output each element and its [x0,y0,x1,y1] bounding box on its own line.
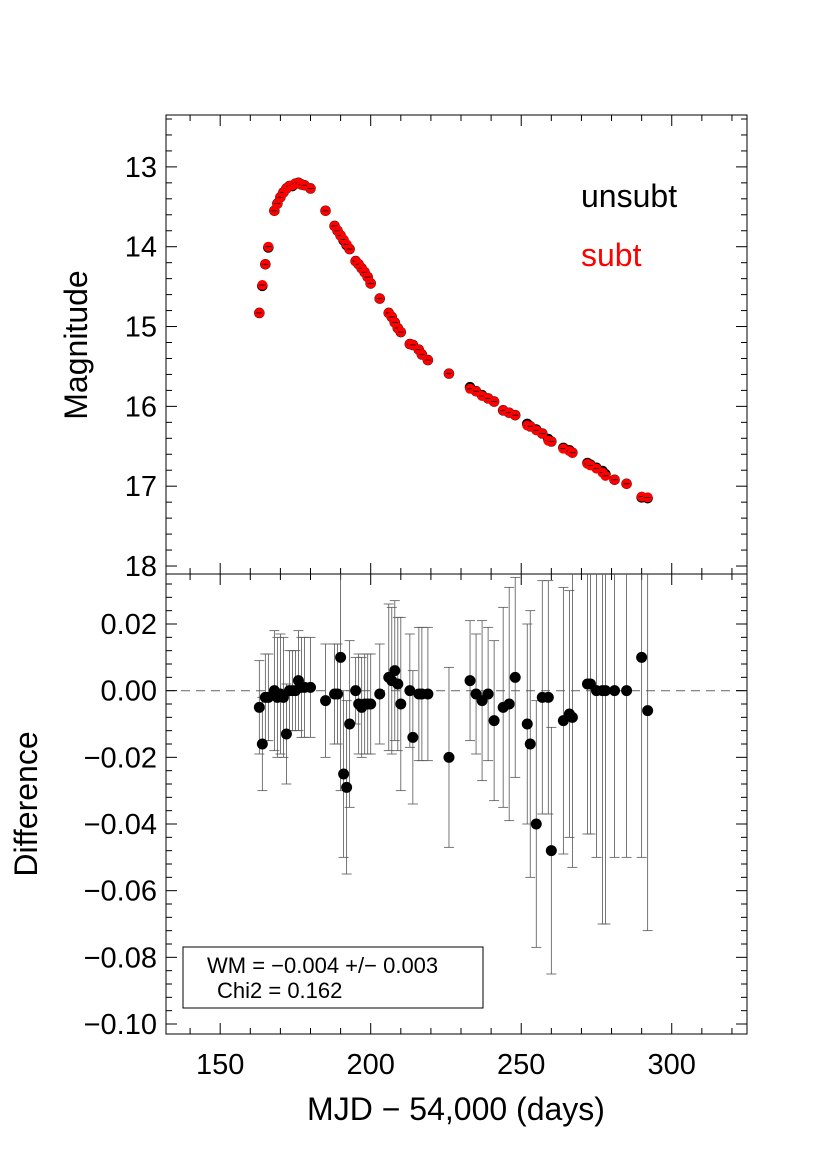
difference-point [566,711,578,723]
difference-point [404,685,416,697]
difference-tick-label: 0.00 [101,676,157,708]
difference-axis-label: Difference [8,731,44,876]
difference-point [320,695,332,707]
difference-point [350,685,362,697]
difference-point [422,688,434,700]
difference-axis-ticks [166,574,747,1034]
magnitude-axis-ticks [166,115,747,574]
difference-point [464,675,476,687]
difference-point [256,738,268,750]
difference-point [443,751,455,763]
difference-point [609,685,621,697]
difference-point [344,718,356,730]
difference-tick-label: −0.04 [84,809,157,841]
difference-tick-label: 0.02 [101,609,157,641]
difference-point [488,715,500,727]
difference-point [503,698,515,710]
mjd-tick-label: 150 [196,1049,244,1081]
difference-point [374,688,386,700]
difference-tick-label: −0.10 [84,1009,157,1041]
magnitude-tick-label: 13 [125,152,157,184]
difference-point [530,818,542,830]
difference-point [253,701,265,713]
mjd-tick-label: 250 [497,1049,545,1081]
difference-point [338,768,350,780]
difference-point [545,845,557,857]
difference-point [389,665,401,677]
unsubt-series [254,177,653,504]
difference-point [335,651,347,663]
difference-tick-labels: 0.02 0.00 −0.02 −0.04 −0.06 −0.08 −0.10 [84,609,157,1041]
stats-box [182,946,484,1009]
difference-point [524,738,536,750]
difference-point [407,731,419,743]
difference-point [636,651,648,663]
weighted-mean-text: WM = −0.004 +/− 0.003 [207,953,438,978]
difference-tick-label: −0.02 [84,742,157,774]
legend-subt: subt [581,237,642,273]
mjd-axis-label: MJD − 54,000 (days) [307,1091,605,1127]
difference-point [280,728,292,740]
difference-point [482,688,494,700]
difference-tick-label: −0.06 [84,876,157,908]
magnitude-tick-label: 18 [125,551,157,583]
mjd-tick-label: 300 [648,1049,696,1081]
difference-point [621,685,633,697]
difference-point [542,691,554,703]
difference-point [600,685,612,697]
difference-panel: 0.02 0.00 −0.02 −0.04 −0.06 −0.08 −0.10 150 200… [8,573,748,1127]
magnitude-tick-label: 15 [125,312,157,344]
difference-points [253,651,654,857]
mjd-tick-labels: 150 200 250 300 [196,1049,696,1081]
magnitude-tick-labels: 13 14 15 16 17 18 [125,152,157,583]
mjd-tick-label: 200 [347,1049,395,1081]
difference-point [395,698,407,710]
difference-error-bars [254,574,653,975]
subt-series [254,177,653,503]
difference-point [521,718,533,730]
legend-unsubt: unsubt [581,178,677,214]
magnitude-panel: 13 14 15 16 17 18 Magnitude unsubt subt [58,114,748,583]
magnitude-axis-label: Magnitude [58,270,94,419]
difference-point [509,671,521,683]
magnitude-tick-label: 17 [125,471,157,503]
difference-point [642,705,654,717]
difference-point [365,698,377,710]
magnitude-tick-label: 16 [125,391,157,423]
difference-point [392,678,404,690]
difference-point [341,781,353,793]
difference-point [332,688,344,700]
difference-tick-label: −0.08 [84,942,157,974]
difference-plot-frame [165,573,748,1035]
magnitude-tick-label: 14 [125,232,157,264]
chi2-text: Chi2 = 0.162 [217,978,342,1003]
difference-point [304,681,316,693]
